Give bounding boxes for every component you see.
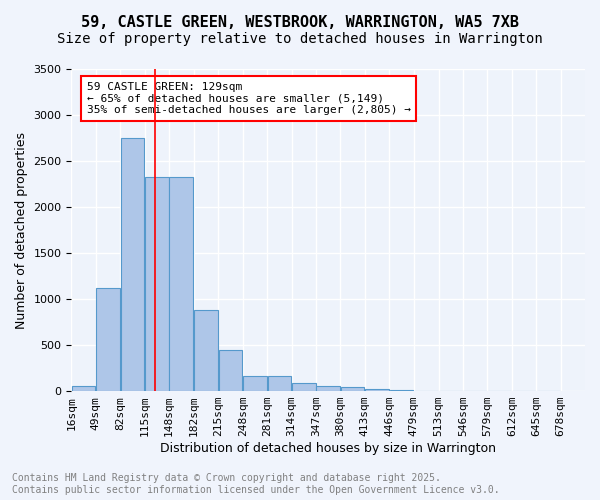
Bar (243, 376, 267, 391)
Text: Size of property relative to detached houses in Warrington: Size of property relative to detached ho… (57, 32, 543, 46)
Bar (341, 388, 364, 391)
Text: Contains HM Land Registry data © Crown copyright and database right 2025.
Contai: Contains HM Land Registry data © Crown c… (12, 474, 500, 495)
X-axis label: Distribution of detached houses by size in Warrington: Distribution of detached houses by size … (160, 442, 496, 455)
Bar (365, 389, 389, 391)
Bar (72, 386, 95, 391)
Bar (121, 138, 144, 391)
Text: 59 CASTLE GREEN: 129sqm
← 65% of detached houses are smaller (5,149)
35% of semi: 59 CASTLE GREEN: 129sqm ← 65% of detache… (87, 82, 411, 115)
Bar (194, 310, 218, 391)
Bar (268, 376, 291, 391)
Bar (96, 288, 120, 391)
Bar (292, 383, 316, 391)
Bar (145, 176, 169, 391)
Y-axis label: Number of detached properties: Number of detached properties (15, 132, 28, 328)
Bar (316, 386, 340, 391)
Bar (169, 176, 193, 391)
Bar (389, 390, 413, 391)
Text: 59, CASTLE GREEN, WESTBROOK, WARRINGTON, WA5 7XB: 59, CASTLE GREEN, WESTBROOK, WARRINGTON,… (81, 15, 519, 30)
Bar (219, 350, 242, 391)
